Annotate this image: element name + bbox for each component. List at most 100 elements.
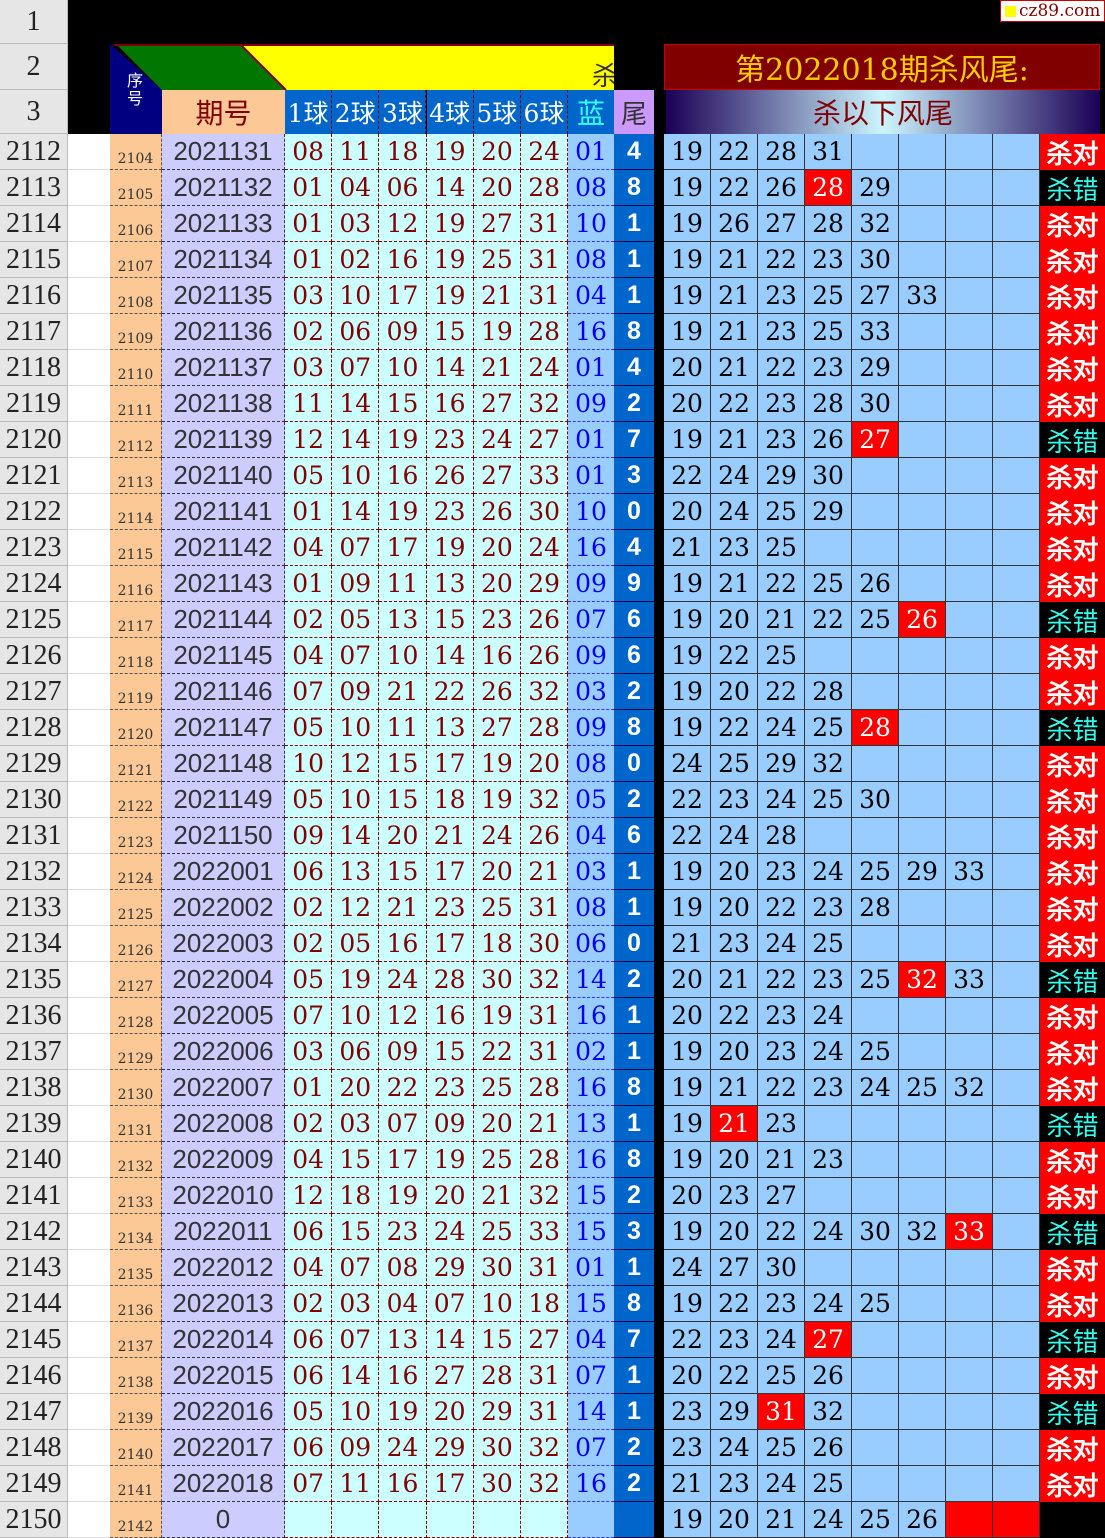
row-number[interactable]: 2113: [0, 170, 68, 206]
kill-cell[interactable]: 23: [805, 242, 852, 278]
blank-cell[interactable]: [68, 602, 110, 638]
ball-cell[interactable]: 05: [285, 710, 333, 746]
period-cell[interactable]: 2022018: [162, 1466, 285, 1502]
kill-cell[interactable]: [852, 1322, 899, 1358]
kill-cell[interactable]: 20: [664, 350, 711, 386]
blue-cell[interactable]: 16: [568, 1070, 614, 1106]
kill-cell[interactable]: 27: [805, 1322, 852, 1358]
ball-cell[interactable]: 16: [379, 1466, 427, 1502]
kill-cell[interactable]: 25: [899, 1070, 946, 1106]
ball-cell[interactable]: 16: [379, 242, 427, 278]
result-badge[interactable]: 杀对: [1040, 890, 1105, 926]
kill-cell[interactable]: [946, 314, 993, 350]
kill-cell[interactable]: 25: [852, 854, 899, 890]
kill-cell[interactable]: [899, 422, 946, 458]
ball-cell[interactable]: 22: [426, 674, 474, 710]
ball-cell[interactable]: 03: [332, 1106, 380, 1142]
kill-cell[interactable]: [993, 926, 1040, 962]
kill-cell[interactable]: [946, 746, 993, 782]
ball-cell[interactable]: 09: [379, 1034, 427, 1070]
kill-cell[interactable]: 23: [805, 350, 852, 386]
kill-cell[interactable]: 21: [711, 314, 758, 350]
result-badge[interactable]: 杀对: [1040, 386, 1105, 422]
kill-cell[interactable]: 20: [711, 1034, 758, 1070]
row-number[interactable]: 2121: [0, 458, 68, 494]
ball-cell[interactable]: 02: [285, 890, 333, 926]
period-cell[interactable]: 2021145: [162, 638, 285, 674]
kill-cell[interactable]: 24: [805, 1502, 852, 1538]
kill-cell[interactable]: 20: [664, 386, 711, 422]
ball-cell[interactable]: 07: [426, 1286, 474, 1322]
blue-cell[interactable]: 09: [568, 386, 614, 422]
tail-cell[interactable]: 2: [614, 782, 654, 818]
tail-cell[interactable]: 4: [614, 530, 654, 566]
ball-cell[interactable]: 23: [379, 1214, 427, 1250]
ball-cell[interactable]: 24: [521, 134, 569, 170]
ball-cell[interactable]: 14: [332, 1358, 380, 1394]
kill-cell[interactable]: 29: [899, 854, 946, 890]
kill-cell[interactable]: 21: [711, 1070, 758, 1106]
seq-cell[interactable]: 2126: [110, 926, 162, 962]
row-number[interactable]: 2118: [0, 350, 68, 386]
ball-cell[interactable]: 23: [473, 602, 521, 638]
kill-cell[interactable]: 24: [711, 458, 758, 494]
kill-cell[interactable]: 20: [664, 1178, 711, 1214]
ball-cell[interactable]: 32: [521, 782, 569, 818]
kill-cell[interactable]: [993, 206, 1040, 242]
tail-cell[interactable]: 8: [614, 1286, 654, 1322]
kill-cell[interactable]: 30: [805, 458, 852, 494]
result-badge[interactable]: 杀对: [1040, 1250, 1105, 1286]
result-badge[interactable]: 杀对: [1040, 782, 1105, 818]
seq-cell[interactable]: 2141: [110, 1466, 162, 1502]
ball-cell[interactable]: 25: [473, 890, 521, 926]
ball-cell[interactable]: 04: [332, 170, 380, 206]
row-number[interactable]: 2135: [0, 962, 68, 998]
blue-cell[interactable]: 02: [568, 1034, 614, 1070]
ball-cell[interactable]: 09: [285, 818, 333, 854]
kill-cell[interactable]: 21: [711, 1106, 758, 1142]
ball-cell[interactable]: [521, 1502, 569, 1538]
kill-cell[interactable]: [993, 1070, 1040, 1106]
row-number[interactable]: 2132: [0, 854, 68, 890]
blue-cell[interactable]: 09: [568, 710, 614, 746]
ball-cell[interactable]: 10: [285, 746, 333, 782]
result-badge[interactable]: 杀对: [1040, 638, 1105, 674]
kill-cell[interactable]: 24: [711, 494, 758, 530]
period-cell[interactable]: 2022008: [162, 1106, 285, 1142]
blue-cell[interactable]: 01: [568, 350, 614, 386]
ball-cell[interactable]: 13: [379, 1322, 427, 1358]
ball-cell[interactable]: 20: [332, 1070, 380, 1106]
row-number[interactable]: 2140: [0, 1142, 68, 1178]
ball-cell[interactable]: 06: [285, 1430, 333, 1466]
period-cell[interactable]: 2021137: [162, 350, 285, 386]
blue-cell[interactable]: 08: [568, 170, 614, 206]
row-number[interactable]: 2120: [0, 422, 68, 458]
kill-cell[interactable]: [899, 1250, 946, 1286]
period-cell[interactable]: 2021138: [162, 386, 285, 422]
result-badge[interactable]: 杀对: [1040, 1466, 1105, 1502]
period-cell[interactable]: 2021140: [162, 458, 285, 494]
kill-cell[interactable]: [899, 1034, 946, 1070]
ball-cell[interactable]: 14: [426, 1322, 474, 1358]
row-number[interactable]: 2139: [0, 1106, 68, 1142]
ball-cell[interactable]: 21: [473, 278, 521, 314]
kill-cell[interactable]: [899, 782, 946, 818]
kill-cell[interactable]: 23: [758, 854, 805, 890]
kill-cell[interactable]: 26: [805, 1430, 852, 1466]
period-cell[interactable]: 2022005: [162, 998, 285, 1034]
ball-cell[interactable]: 08: [379, 1250, 427, 1286]
ball-cell[interactable]: 19: [473, 998, 521, 1034]
kill-cell[interactable]: 19: [664, 1034, 711, 1070]
blank-cell[interactable]: [68, 422, 110, 458]
blank-cell[interactable]: [68, 926, 110, 962]
kill-cell[interactable]: 20: [664, 494, 711, 530]
row-number[interactable]: 2130: [0, 782, 68, 818]
ball-cell[interactable]: 05: [285, 1394, 333, 1430]
blank-cell[interactable]: [68, 206, 110, 242]
kill-cell[interactable]: 22: [758, 890, 805, 926]
kill-cell[interactable]: 33: [946, 854, 993, 890]
tail-cell[interactable]: 4: [614, 350, 654, 386]
ball-cell[interactable]: 15: [473, 1322, 521, 1358]
ball-cell[interactable]: [285, 1502, 333, 1538]
ball-cell[interactable]: 26: [426, 458, 474, 494]
